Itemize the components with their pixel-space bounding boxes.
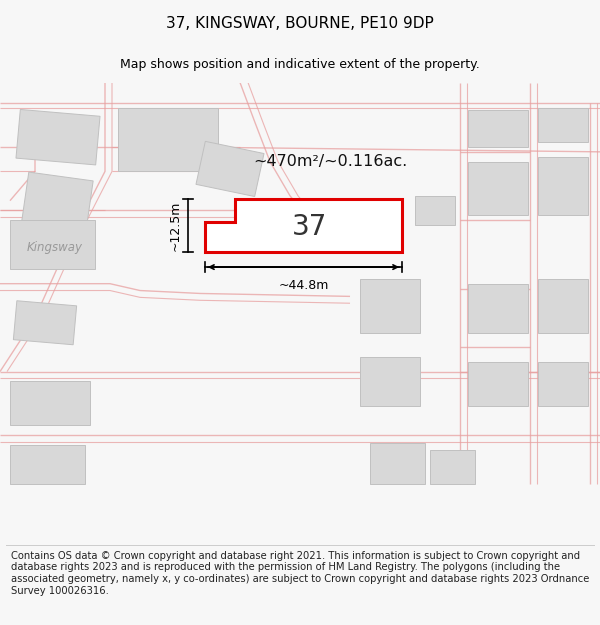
Bar (360, 357, 420, 406)
Bar (10, 220, 95, 269)
Text: Contains OS data © Crown copyright and database right 2021. This information is : Contains OS data © Crown copyright and d… (11, 551, 589, 596)
Bar (468, 284, 528, 332)
Polygon shape (196, 141, 264, 196)
Text: ~12.5m: ~12.5m (169, 201, 182, 251)
Text: Kingsway: Kingsway (27, 241, 83, 254)
Bar (10, 445, 85, 484)
Bar (538, 362, 588, 406)
Text: ~44.8m: ~44.8m (278, 279, 329, 292)
Text: 37, KINGSWAY, BOURNE, PE10 9DP: 37, KINGSWAY, BOURNE, PE10 9DP (166, 16, 434, 31)
Bar (538, 157, 588, 216)
Bar (415, 196, 455, 225)
Bar (538, 108, 588, 142)
Bar (430, 450, 475, 484)
Polygon shape (22, 172, 93, 229)
Bar (360, 279, 420, 332)
Text: Map shows position and indicative extent of the property.: Map shows position and indicative extent… (120, 58, 480, 71)
Bar (468, 362, 528, 406)
Polygon shape (13, 301, 77, 345)
Text: 37: 37 (292, 213, 328, 241)
Bar (370, 443, 425, 484)
Bar (468, 110, 528, 147)
Polygon shape (205, 199, 402, 252)
Bar (118, 108, 218, 171)
Bar (10, 381, 90, 425)
Polygon shape (16, 109, 100, 165)
Bar (468, 162, 528, 216)
Text: ~470m²/~0.116ac.: ~470m²/~0.116ac. (253, 154, 407, 169)
Bar (538, 279, 588, 332)
